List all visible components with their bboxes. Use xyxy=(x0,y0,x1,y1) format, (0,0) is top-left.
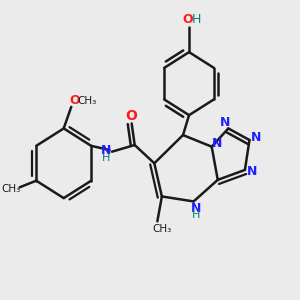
Text: N: N xyxy=(191,202,201,215)
Text: H: H xyxy=(102,153,110,163)
Text: CH₃: CH₃ xyxy=(78,96,97,106)
Text: CH₃: CH₃ xyxy=(1,184,20,194)
Text: N: N xyxy=(101,143,111,157)
Text: N: N xyxy=(220,116,230,129)
Text: H: H xyxy=(192,210,200,220)
Text: N: N xyxy=(251,131,261,144)
Text: H: H xyxy=(192,14,201,26)
Text: O: O xyxy=(182,14,193,26)
Text: O: O xyxy=(69,94,80,107)
Text: O: O xyxy=(126,109,138,123)
Text: CH₃: CH₃ xyxy=(152,224,172,234)
Text: N: N xyxy=(247,165,258,178)
Text: N: N xyxy=(212,137,222,150)
